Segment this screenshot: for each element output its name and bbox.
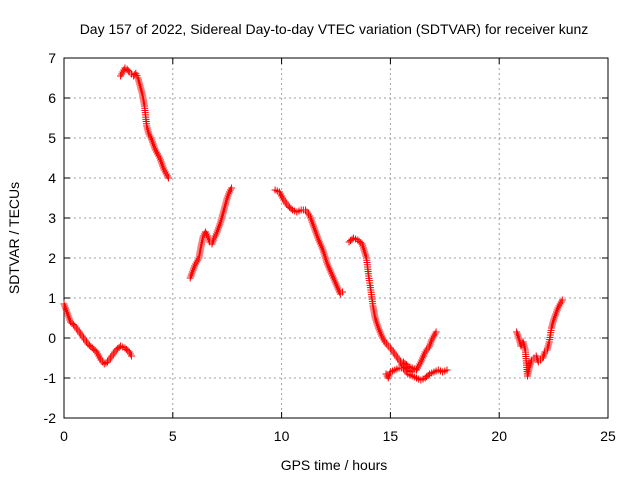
y-tick-label: 0 bbox=[48, 330, 56, 346]
y-tick-label: 5 bbox=[48, 130, 56, 146]
x-tick-label: 25 bbox=[600, 428, 616, 444]
series-segment-1 bbox=[60, 300, 135, 368]
data-point bbox=[124, 67, 132, 75]
data-point bbox=[127, 352, 135, 360]
series-segment-4 bbox=[271, 186, 347, 298]
y-axis-label: SDTVAR / TECUs bbox=[6, 182, 22, 294]
y-tick-label: 3 bbox=[48, 210, 56, 226]
data-point bbox=[102, 359, 110, 367]
data-point bbox=[402, 361, 410, 369]
y-tick-label: -2 bbox=[44, 410, 57, 426]
x-tick-label: 5 bbox=[169, 428, 177, 444]
data-marks bbox=[60, 64, 566, 384]
x-tick-label: 10 bbox=[274, 428, 290, 444]
x-tick-label: 0 bbox=[60, 428, 68, 444]
data-point bbox=[424, 371, 432, 379]
data-point bbox=[228, 184, 236, 192]
y-tick-label: 4 bbox=[48, 170, 56, 186]
series-segment-3 bbox=[186, 184, 236, 282]
x-tick-label: 15 bbox=[383, 428, 399, 444]
y-tick-label: 2 bbox=[48, 250, 56, 266]
series-segment-5 bbox=[345, 234, 416, 376]
data-point bbox=[432, 328, 440, 336]
plot-frame bbox=[63, 57, 609, 419]
data-point bbox=[69, 321, 77, 329]
y-tick-label: -1 bbox=[44, 370, 57, 386]
grid-layer bbox=[64, 58, 608, 418]
x-axis-label: GPS time / hours bbox=[281, 457, 388, 473]
chart-title: Day 157 of 2022, Sidereal Day-to-day VTE… bbox=[80, 21, 589, 37]
data-point bbox=[558, 296, 566, 304]
x-tick-label: 20 bbox=[491, 428, 507, 444]
data-point bbox=[339, 288, 347, 296]
series-segment-6 bbox=[382, 364, 451, 384]
data-point bbox=[443, 366, 451, 374]
series-segment-2 bbox=[117, 64, 172, 182]
data-point bbox=[287, 205, 295, 213]
data-point bbox=[164, 174, 172, 182]
y-tick-label: 7 bbox=[48, 50, 56, 66]
series-segment-8 bbox=[513, 296, 566, 380]
y-tick-label: 1 bbox=[48, 290, 56, 306]
series-segment-7 bbox=[399, 328, 440, 374]
y-tick-label: 6 bbox=[48, 90, 56, 106]
tick-layer: -2 -1 0 1 2 3 4 5 6 7 0 5 10 15 20 25 bbox=[44, 50, 616, 444]
